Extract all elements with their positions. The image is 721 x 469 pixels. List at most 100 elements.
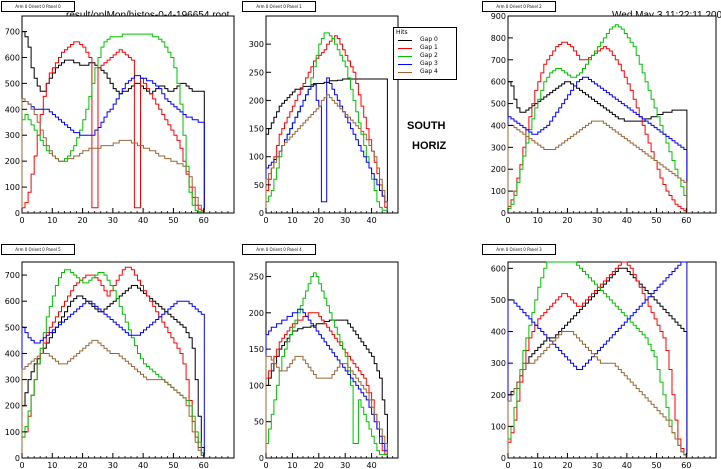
legend-entry: Gap 0 — [394, 36, 456, 44]
x-tick-label: 20 — [77, 216, 87, 225]
legend-swatch — [398, 56, 412, 57]
y-tick-label: 600 — [5, 297, 20, 306]
y-tick-label: 200 — [5, 157, 20, 166]
y-tick-label: 700 — [5, 28, 20, 37]
histogram-gap-0 — [507, 81, 688, 213]
x-tick-label: 40 — [138, 461, 148, 469]
y-tick-label: 0 — [15, 454, 20, 463]
histogram-gap-3 — [265, 77, 388, 213]
panel-title-4: Arm 0 Orient 0 Panel 4 — [242, 244, 316, 255]
panel-title-5: Arm 0 Orient 0 Panel 3 — [482, 244, 556, 255]
x-tick-label: 10 — [287, 461, 297, 469]
x-tick-label: 0 — [263, 461, 268, 469]
x-tick-label: 60 — [199, 216, 209, 225]
panel-title-3: Arm 0 Orient 0 Panel 5 — [1, 244, 75, 255]
histogram-gap-3 — [21, 75, 205, 213]
x-tick-label: 60 — [199, 461, 209, 469]
histogram-gap-3 — [507, 261, 688, 458]
x-tick-label: 10 — [287, 216, 297, 225]
legend-label: Gap 2 — [420, 52, 438, 59]
histogram-gap-1 — [21, 41, 205, 213]
legend-label: Gap 1 — [420, 44, 438, 51]
y-tick-label: 300 — [249, 40, 264, 49]
x-tick-label: 30 — [592, 216, 602, 225]
y-tick-label: 200 — [5, 402, 20, 411]
y-tick-label: 600 — [5, 53, 20, 62]
legend-swatch — [398, 64, 412, 65]
y-tick-label: 600 — [491, 264, 506, 273]
y-tick-label: 0 — [259, 454, 264, 463]
x-tick-label: 10 — [47, 461, 57, 469]
y-tick-label: 100 — [249, 153, 264, 162]
y-tick-label: 200 — [249, 309, 264, 318]
x-tick-label: 0 — [505, 216, 510, 225]
y-tick-label: 300 — [5, 376, 20, 385]
x-tick-label: 0 — [263, 216, 268, 225]
y-tick-label: 300 — [5, 131, 20, 140]
y-tick-label: 800 — [491, 34, 506, 43]
plot-frame — [265, 15, 399, 214]
y-tick-label: 0 — [501, 454, 506, 463]
y-tick-label: 400 — [5, 349, 20, 358]
x-tick-label: 10 — [47, 216, 57, 225]
x-tick-label: 50 — [168, 461, 178, 469]
x-tick-label: 20 — [314, 216, 324, 225]
x-tick-label: 40 — [622, 216, 632, 225]
x-tick-label: 0 — [19, 216, 24, 225]
plot-frame — [21, 261, 235, 459]
y-tick-label: 100 — [5, 183, 20, 192]
histogram-gap-4 — [265, 94, 388, 213]
panel-title-0: Arm 0 Orient 0 Panel 0 — [1, 1, 75, 12]
x-tick-label: 20 — [77, 461, 87, 469]
x-tick-label: 10 — [533, 461, 543, 469]
y-tick-label: 400 — [491, 121, 506, 130]
side-label-horiz: HORIZ — [412, 140, 447, 152]
histogram-gap-1 — [265, 35, 388, 213]
side-label-south: SOUTH — [407, 120, 446, 132]
y-tick-label: 500 — [5, 323, 20, 332]
x-tick-label: 20 — [562, 461, 572, 469]
y-tick-label: 50 — [254, 418, 264, 427]
x-tick-label: 20 — [562, 216, 572, 225]
histogram-gap-4 — [265, 355, 388, 458]
y-tick-label: 500 — [491, 100, 506, 109]
histogram-gap-1 — [507, 41, 688, 213]
x-tick-label: 30 — [108, 461, 118, 469]
panel-title-1: Arm 0 Orient 0 Panel 1 — [242, 1, 316, 12]
legend-entry: Gap 2 — [394, 52, 456, 60]
x-tick-label: 40 — [367, 216, 377, 225]
y-tick-label: 100 — [249, 381, 264, 390]
x-tick-label: 30 — [108, 216, 118, 225]
y-tick-label: 0 — [259, 209, 264, 218]
histogram-gap-1 — [265, 312, 388, 458]
plot-frame — [507, 261, 717, 459]
legend-title: Hits — [396, 29, 408, 36]
x-tick-label: 0 — [19, 461, 24, 469]
legend-entry: Gap 3 — [394, 60, 456, 68]
x-tick-label: 40 — [138, 216, 148, 225]
x-tick-label: 0 — [505, 461, 510, 469]
y-tick-label: 150 — [249, 125, 264, 134]
y-tick-label: 700 — [5, 271, 20, 280]
x-tick-label: 20 — [314, 461, 324, 469]
y-tick-label: 300 — [491, 143, 506, 152]
legend-label: Gap 4 — [420, 68, 438, 75]
y-tick-label: 300 — [491, 359, 506, 368]
y-tick-label: 200 — [491, 165, 506, 174]
x-tick-label: 30 — [340, 216, 350, 225]
y-tick-label: 400 — [491, 328, 506, 337]
histogram-gap-0 — [265, 78, 388, 213]
x-tick-label: 40 — [622, 461, 632, 469]
x-tick-label: 50 — [651, 216, 661, 225]
legend-swatch — [398, 72, 412, 73]
x-tick-label: 50 — [168, 216, 178, 225]
y-tick-label: 500 — [491, 296, 506, 305]
legend-label: Gap 3 — [420, 60, 438, 67]
plot-frame — [21, 15, 235, 214]
y-tick-label: 0 — [15, 209, 20, 218]
y-tick-label: 100 — [5, 428, 20, 437]
histogram-gap-4 — [507, 120, 688, 213]
histogram-gap-0 — [21, 285, 205, 458]
y-tick-label: 900 — [491, 12, 506, 21]
